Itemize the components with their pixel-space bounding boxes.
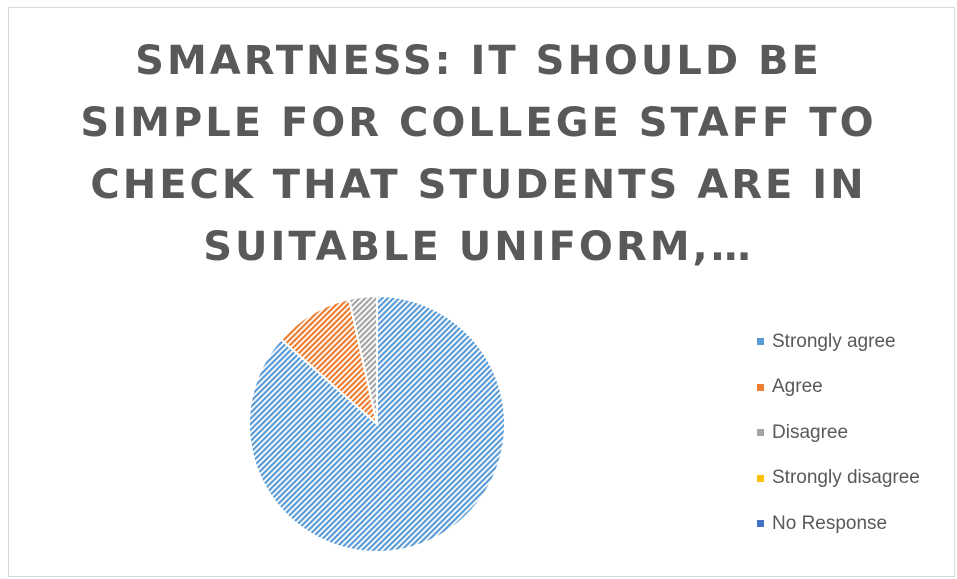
chart-title-line-2: SIMPLE FOR COLLEGE STAFF TO [80, 100, 877, 146]
legend-item-agree: Agree [757, 365, 920, 411]
legend-item-no-response: No Response [757, 501, 920, 547]
legend-item-strongly-agree: Strongly agree [757, 319, 920, 365]
chart-title-line-4: SUITABLE UNIFORM,… [203, 224, 754, 270]
chart-title-line-1: SMARTNESS: IT SHOULD BE [135, 38, 822, 84]
legend-swatch [757, 338, 764, 346]
legend-label: Strongly agree [772, 330, 896, 352]
pie-slice-disagree [347, 294, 378, 425]
chart-title: SMARTNESS: IT SHOULD BE SIMPLE FOR COLLE… [40, 30, 917, 278]
legend-swatch [757, 383, 764, 391]
legend-label: Disagree [772, 421, 849, 443]
chart-title-line-3: CHECK THAT STUDENTS ARE IN [90, 162, 867, 208]
legend-swatch [757, 520, 764, 528]
legend-label: Strongly disagree [772, 467, 920, 489]
legend-swatch [757, 429, 764, 437]
legend-item-strongly-disagree: Strongly disagree [757, 456, 920, 502]
legend-swatch [757, 474, 764, 482]
chart-legend: Strongly agree Agree Disagree Strongly disa… [757, 319, 920, 547]
legend-item-disagree: Disagree [757, 410, 920, 456]
pie-slices [248, 294, 506, 553]
pie-slice-agree [279, 297, 379, 427]
legend-label: No Response [772, 512, 888, 534]
legend-label: Agree [772, 376, 823, 398]
